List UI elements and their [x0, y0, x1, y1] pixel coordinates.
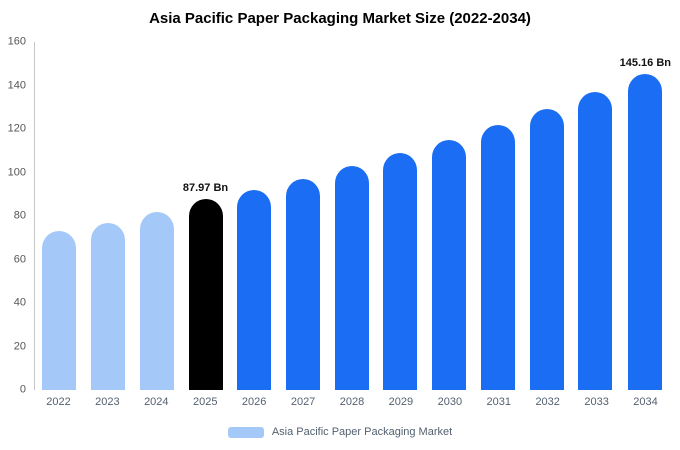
y-tick-label: 60 — [13, 253, 26, 265]
bar-column — [473, 42, 522, 390]
bar-2024[interactable] — [139, 211, 174, 390]
bar-column: 145.16 Bn — [620, 42, 671, 390]
x-tick-label: 2026 — [241, 396, 267, 408]
x-tick-label: 2024 — [144, 396, 169, 408]
plot-area: 87.97 Bn 145.16 Bn — [34, 42, 671, 390]
x-tick-label: 2032 — [535, 396, 560, 408]
bar-column — [571, 42, 620, 390]
bar-column — [425, 42, 474, 390]
chart-title: Asia Pacific Paper Packaging Market Size… — [149, 10, 531, 27]
bar-2022[interactable] — [42, 231, 77, 390]
x-tick-label: 2028 — [339, 396, 365, 408]
data-label: 145.16 Bn — [619, 57, 671, 70]
legend-swatch — [227, 426, 264, 438]
y-axis: 0 20 40 60 80 100 120 140 160 — [0, 36, 28, 395]
bar-2030[interactable] — [432, 139, 467, 390]
legend-label: Asia Pacific Paper Packaging Market — [271, 426, 453, 438]
bar-2033[interactable] — [578, 92, 613, 390]
bar-2029[interactable] — [383, 152, 418, 390]
bar-column — [376, 42, 425, 390]
x-tick-label: 2033 — [584, 396, 609, 408]
y-tick-label: 160 — [7, 35, 26, 48]
bar-2025[interactable] — [188, 198, 223, 390]
y-tick-label: 20 — [13, 340, 26, 352]
x-tick-label: 2023 — [95, 396, 120, 408]
bar-column — [84, 42, 133, 390]
x-tick-label: 2029 — [388, 396, 414, 408]
bar-column — [35, 42, 84, 390]
x-axis-labels: 2022 2023 2024 2025 2026 2027 2028 2029 2030 2031… — [34, 396, 670, 408]
bar-column — [230, 42, 279, 390]
bar-column: 87.97 Bn — [181, 42, 230, 390]
bar-column — [279, 42, 328, 390]
bar-2028[interactable] — [334, 165, 369, 390]
bar-column — [522, 42, 571, 390]
bar-column — [132, 42, 181, 390]
y-tick-label: 120 — [7, 122, 26, 135]
x-tick-label: 2030 — [437, 396, 463, 408]
y-tick-label: 140 — [7, 79, 26, 91]
data-label: 87.97 Bn — [182, 181, 229, 194]
x-tick-label: 2022 — [46, 396, 71, 408]
y-tick-label: 0 — [19, 383, 26, 396]
x-tick-label: 2027 — [290, 396, 316, 408]
legend: Asia Pacific Paper Packaging Market — [0, 426, 680, 438]
x-tick-label: 2031 — [486, 396, 511, 408]
x-tick-label: 2025 — [192, 396, 218, 408]
plot-bars: 87.97 Bn 145.16 Bn — [35, 42, 671, 390]
bar-2032[interactable] — [529, 109, 564, 390]
bar-2031[interactable] — [480, 124, 515, 390]
y-tick-label: 80 — [13, 209, 26, 222]
bar-column — [327, 42, 376, 390]
bar-2026[interactable] — [237, 189, 272, 390]
y-tick-label: 40 — [13, 296, 26, 309]
x-tick-label: 2034 — [633, 396, 658, 408]
y-tick-label: 100 — [7, 166, 26, 178]
bar-2023[interactable] — [91, 222, 126, 390]
bar-2034[interactable] — [628, 74, 663, 390]
bar-2027[interactable] — [285, 179, 320, 390]
